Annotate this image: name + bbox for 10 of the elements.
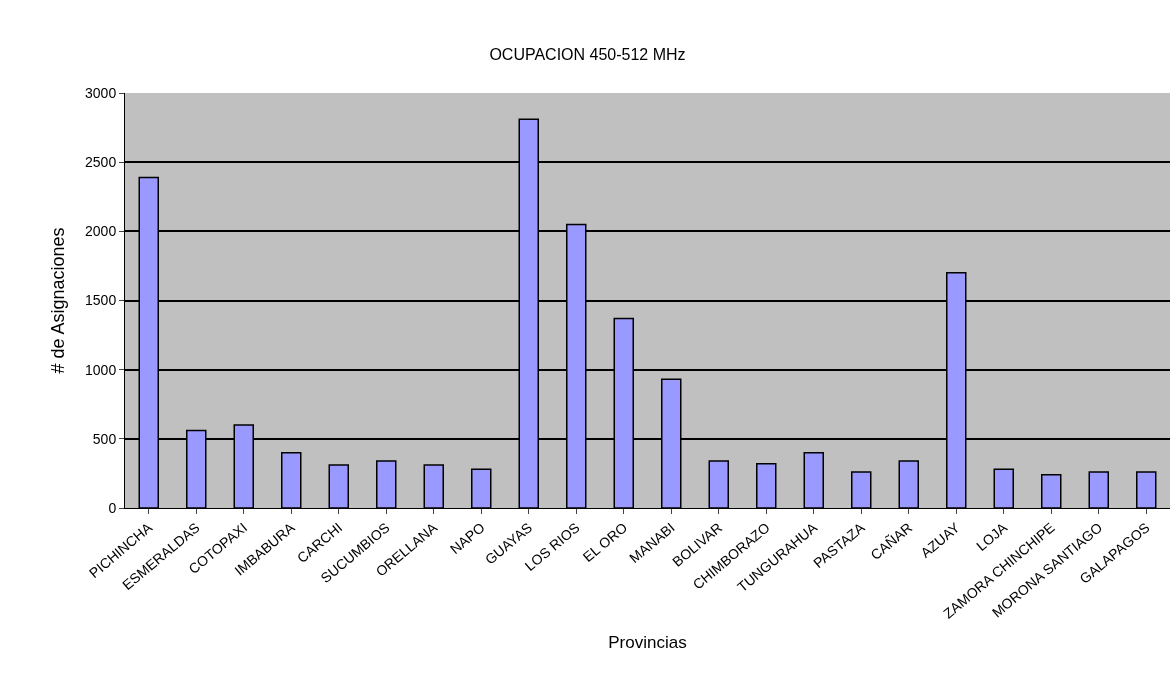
y-tick-label: 1000 [85, 361, 117, 378]
chart-title: OCUPACION 450-512 MHz [489, 46, 686, 64]
y-tick-label: 2500 [85, 154, 117, 171]
y-tick-label: 500 [92, 430, 117, 447]
y-tick-label: 3000 [85, 84, 117, 101]
y-tick-label: 1500 [85, 292, 117, 309]
y-axis-title: # de Asignaciones [48, 227, 69, 374]
x-axis-title: Provincias [608, 632, 687, 652]
y-tick-label: 2000 [85, 223, 117, 240]
y-tick-label: 0 [108, 499, 117, 516]
